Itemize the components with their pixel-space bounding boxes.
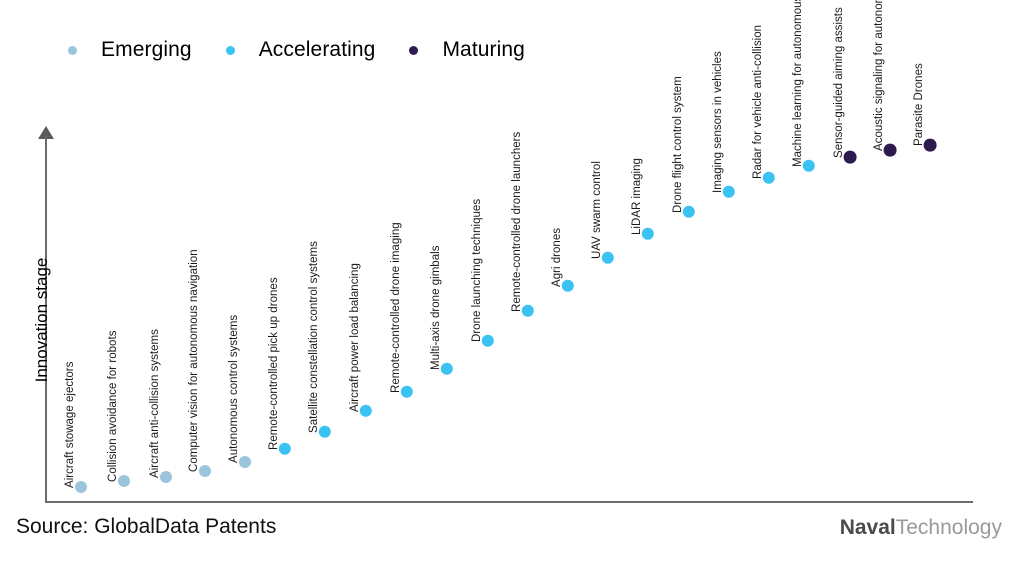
- data-point-label: Drone launching techniques: [471, 198, 483, 342]
- data-point-label: Acoustic signaling for autonomous vehicl…: [873, 0, 885, 151]
- data-point-label: Remote-controlled drone imaging: [390, 222, 402, 393]
- data-point-marker[interactable]: [160, 471, 172, 483]
- data-point-marker[interactable]: [239, 456, 251, 468]
- data-point-label: Sensor-guided aiming assists: [833, 7, 845, 158]
- y-axis-arrow-icon: [38, 126, 54, 139]
- legend-item-label: Accelerating: [258, 38, 376, 61]
- data-point-label: Computer vision for autonomous navigatio…: [188, 249, 200, 472]
- data-point-marker[interactable]: [440, 362, 454, 376]
- brand-name-strong: Naval: [839, 516, 896, 539]
- data-point-marker[interactable]: [481, 334, 495, 348]
- data-point-label: Collision avoidance for robots: [107, 330, 119, 482]
- legend-item-label: Emerging: [101, 38, 192, 61]
- source-caption: Source: GlobalData Patents: [16, 515, 277, 538]
- x-axis-line: [45, 501, 973, 503]
- data-point-label: LiDAR imaging: [631, 158, 643, 235]
- data-point-marker[interactable]: [843, 150, 857, 164]
- data-point-label: Imaging sensors in vehicles: [712, 51, 724, 193]
- data-point-marker[interactable]: [521, 304, 535, 318]
- data-point-label: Remote-controlled drone launchers: [511, 131, 523, 312]
- data-point-marker[interactable]: [722, 185, 736, 199]
- data-point-label: Satellite constellation control systems: [308, 241, 320, 433]
- legend-item-emerging[interactable]: Emerging: [68, 38, 192, 62]
- y-axis-line: [45, 136, 47, 503]
- data-point-marker[interactable]: [199, 465, 211, 477]
- data-point-marker[interactable]: [561, 279, 575, 293]
- data-point-label: Parasite Drones: [913, 63, 925, 146]
- data-point-marker[interactable]: [601, 251, 615, 265]
- legend-item-maturing[interactable]: Maturing: [409, 38, 525, 62]
- brand-name-light: Technology: [895, 516, 1002, 539]
- data-point-label: Machine learning for autonomous navigati…: [792, 0, 804, 167]
- data-point-label: Aircraft power load balancing: [349, 263, 361, 412]
- data-point-marker[interactable]: [802, 159, 816, 173]
- legend-dot-icon: [68, 45, 77, 55]
- data-point-marker[interactable]: [400, 385, 414, 399]
- legend-item-accelerating[interactable]: Accelerating: [225, 38, 376, 62]
- data-point-label: Multi-axis drone gimbals: [430, 245, 442, 370]
- data-point-label: Agri drones: [551, 227, 563, 287]
- data-point-label: Radar for vehicle anti-collision: [752, 24, 764, 179]
- data-point-marker[interactable]: [318, 425, 332, 439]
- data-point-marker[interactable]: [762, 171, 776, 185]
- data-point-label: Aircraft anti-collision systems: [149, 329, 161, 478]
- data-point-marker[interactable]: [75, 481, 87, 493]
- legend-dot-icon: [225, 45, 235, 55]
- data-point-marker[interactable]: [278, 442, 292, 456]
- data-point-marker[interactable]: [682, 205, 696, 219]
- legend-item-label: Maturing: [442, 38, 525, 61]
- data-point-label: Autonomous control systems: [228, 314, 240, 463]
- data-point-marker[interactable]: [118, 475, 130, 487]
- data-point-label: Drone flight control system: [672, 76, 684, 213]
- y-axis-label: Innovation stage: [32, 257, 51, 383]
- legend-dot-icon: [409, 45, 419, 55]
- data-point-marker[interactable]: [359, 404, 373, 418]
- data-point-marker[interactable]: [641, 227, 655, 241]
- data-point-marker[interactable]: [923, 138, 937, 152]
- chart-legend: Emerging Accelerating Maturing: [68, 38, 559, 62]
- data-point-label: Aircraft stowage ejectors: [64, 361, 76, 488]
- data-point-label: Remote-controlled pick up drones: [268, 277, 280, 450]
- data-point-marker[interactable]: [883, 143, 897, 157]
- brand-logo: NavalTechnology: [840, 516, 1002, 540]
- data-point-label: UAV swarm control: [591, 161, 603, 259]
